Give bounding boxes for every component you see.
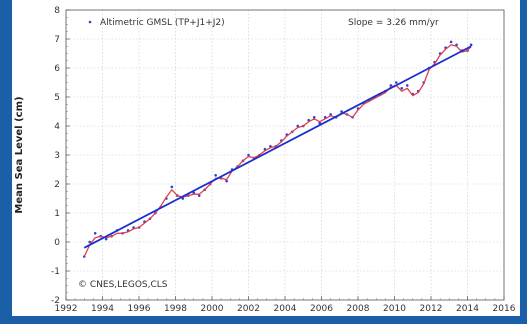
y-axis-title: Mean Sea Level (cm) — [14, 96, 25, 213]
data-point — [400, 87, 404, 90]
grid-layer — [65, 9, 505, 301]
data-point — [93, 232, 97, 235]
data-point — [197, 194, 201, 197]
y-tick-label: 4 — [54, 122, 60, 132]
credit-annotation: © CNES,LEGOS,CLS — [78, 280, 168, 290]
data-point — [395, 81, 398, 84]
y-tick-label: 1 — [54, 209, 60, 219]
x-tick-label: 1996 — [128, 304, 151, 314]
data-point — [170, 185, 174, 189]
x-tick-label: 2012 — [420, 304, 443, 314]
chart-svg: 1992 1994 1996 1998 2000 2002 2004 2006 2008 2010… — [14, 6, 516, 314]
x-tick-label: 2016 — [493, 304, 516, 314]
x-tick-label: 2000 — [201, 304, 224, 314]
x-tick-label: 2004 — [274, 304, 297, 314]
data-point — [181, 197, 185, 200]
y-tick-label: 5 — [54, 93, 60, 103]
x-tick-label: 1992 — [55, 304, 78, 314]
y-tick-label: 7 — [54, 35, 60, 45]
data-point — [225, 179, 228, 183]
data-point — [214, 174, 217, 177]
x-tick-label: 2010 — [383, 304, 406, 314]
smoothed-series-line — [83, 44, 472, 257]
y-tick-label: 8 — [54, 6, 60, 16]
axis-layer: 1992 1994 1996 1998 2000 2002 2004 2006 2008 2010… — [51, 6, 516, 314]
y-tick-label: 0 — [54, 238, 60, 248]
data-point — [340, 110, 343, 113]
data-point — [312, 116, 316, 119]
data-point — [329, 113, 332, 116]
y-tick-label: -1 — [51, 267, 60, 277]
data-point — [449, 40, 453, 44]
data-point — [88, 240, 92, 244]
legend-marker — [88, 20, 92, 24]
data-point — [318, 121, 321, 125]
legend-label: Altimetric GMSL (TP+J1+J2) — [100, 18, 225, 28]
data-point — [469, 43, 473, 47]
data-point — [405, 84, 409, 87]
plot-panel: 1992 1994 1996 1998 2000 2002 2004 2006 2008 2010… — [12, 0, 520, 316]
y-tick-label: 2 — [54, 180, 60, 190]
x-tick-label: 1994 — [91, 304, 114, 314]
data-point — [247, 153, 250, 157]
data-point — [104, 237, 108, 241]
series-layer — [82, 40, 473, 258]
x-tick-label: 1998 — [164, 304, 187, 314]
x-tick-label: 2014 — [456, 304, 479, 314]
legend: Altimetric GMSL (TP+J1+J2) — [88, 18, 225, 28]
x-tick-label: 2002 — [237, 304, 260, 314]
slope-annotation: Slope = 3.26 mm/yr — [348, 18, 439, 28]
data-point — [296, 124, 300, 128]
plot-border — [65, 9, 505, 301]
y-tick-label: 3 — [54, 151, 60, 161]
y-tick-label: 6 — [54, 64, 60, 74]
y-tick-label: -2 — [51, 296, 60, 306]
x-tick-label: 2008 — [347, 304, 370, 314]
trend-line — [83, 45, 472, 249]
x-tick-label: 2006 — [310, 304, 333, 314]
